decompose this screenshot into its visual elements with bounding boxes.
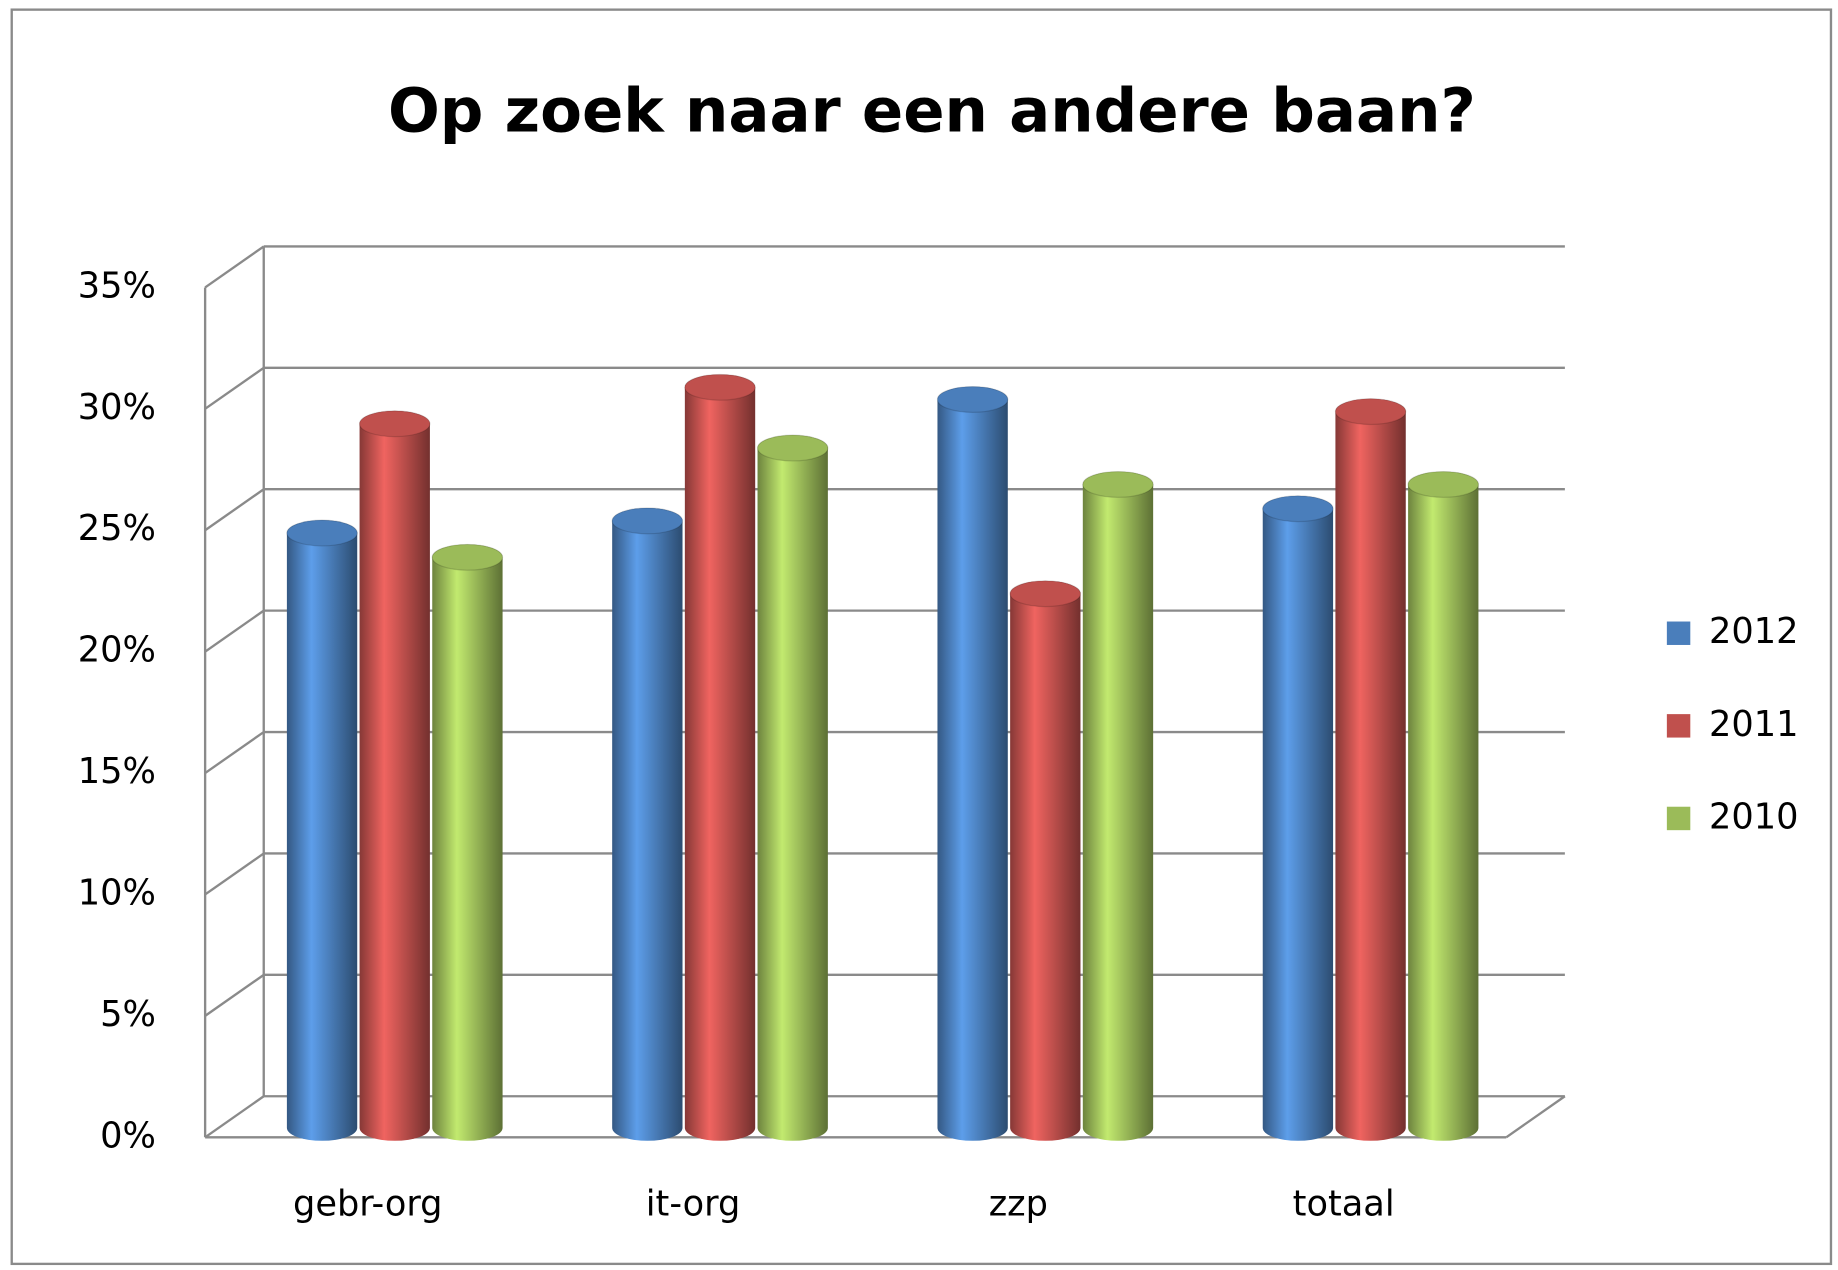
y-tick-label: 35% [78,265,156,306]
bar-top [684,373,756,401]
bar [1010,580,1081,1141]
bar [937,386,1008,1141]
legend-swatch [1666,806,1691,831]
grid-line [204,366,265,410]
y-tick-label: 5% [100,994,156,1035]
y-tick-label: 20% [78,630,156,671]
bar [286,520,358,1141]
legend-swatch [1666,714,1691,738]
x-tick-label: it-org [646,1183,741,1224]
bar-top [358,410,431,438]
grid-line [204,852,265,896]
y-tick-label: 10% [78,872,156,913]
legend-label: 2010 [1709,796,1798,837]
bar-top [1082,470,1154,498]
bar [612,507,683,1141]
y-tick-label: 30% [78,387,156,428]
grid-line [204,731,265,775]
bar-top [936,385,1009,413]
bar-top [611,507,684,535]
x-tick-label: zzp [989,1183,1048,1224]
y-tick-label: 0% [100,1115,156,1156]
bar [1262,495,1334,1141]
legend-label: 2012 [1709,611,1798,652]
bar-top [1334,398,1407,426]
grid-line [204,1095,265,1139]
y-tick-label: 25% [78,508,156,549]
grid-line [204,488,265,532]
chart-frame [10,8,1833,1266]
bar [684,374,756,1141]
x-tick-label: totaal [1293,1183,1395,1224]
bar-top [756,434,829,462]
bar-top [1407,470,1480,498]
grid-line [204,973,265,1017]
floor-line [1505,1095,1566,1139]
bar [359,410,430,1141]
bar [1408,471,1479,1141]
x-tick-label: gebr-org [293,1183,442,1224]
bar [1082,471,1154,1141]
bar [757,435,828,1141]
y-tick-label: 15% [78,751,156,792]
bar [1335,398,1406,1141]
grid-line [204,245,265,289]
bar-top [1009,580,1082,608]
legend-swatch [1666,621,1691,645]
bar [432,544,503,1141]
bar-top [431,543,504,571]
legend-label: 2011 [1709,704,1798,745]
bar-top [286,519,358,547]
chart-title: Op zoek naar een andere baan? [388,76,1476,147]
bar-top [1262,495,1334,523]
grid-line [204,609,265,653]
